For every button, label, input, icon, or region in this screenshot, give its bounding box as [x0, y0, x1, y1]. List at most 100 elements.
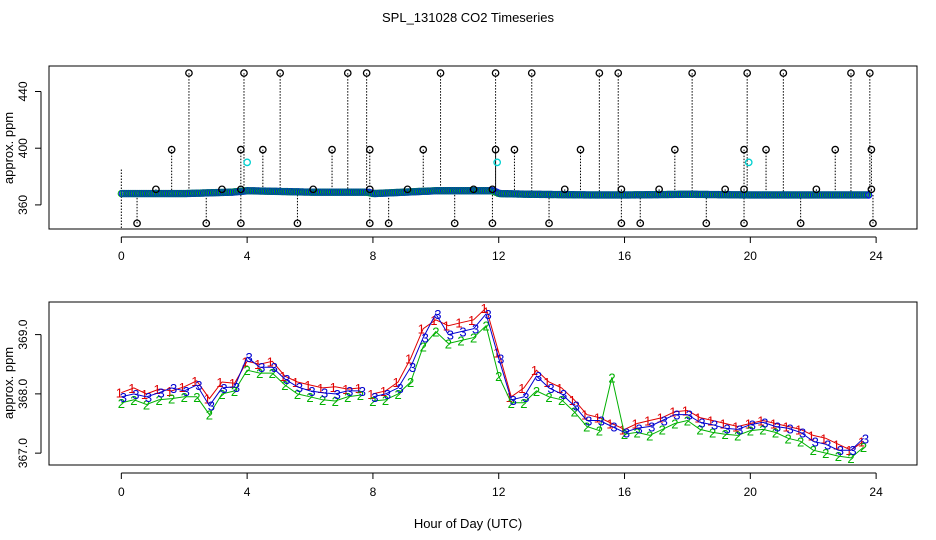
- series-3-marker: 3: [522, 390, 529, 405]
- series-3-marker: 3: [346, 384, 353, 399]
- top-cyan-point: [493, 158, 502, 167]
- series-3-marker: 3: [623, 425, 630, 440]
- series-1-marker: 1: [594, 411, 601, 426]
- top-outlier-point: [240, 69, 248, 77]
- series-3-marker: 3: [258, 360, 265, 375]
- top-x-axis: 0 4 8 12 16 20 24: [118, 236, 883, 263]
- series-3-marker: 3: [371, 390, 378, 405]
- top-outlier-point: [491, 69, 500, 77]
- series-2-marker: 2: [306, 390, 313, 405]
- top-y-tick-label: 440: [16, 81, 30, 101]
- series-3-marker: 3: [786, 421, 793, 436]
- series-2-marker: 2: [583, 419, 590, 434]
- series-1-marker: 1: [405, 351, 412, 366]
- top-gridless-plot-area: [117, 69, 877, 229]
- series-3-marker: 3: [837, 443, 844, 458]
- series-3-marker: 3: [598, 414, 605, 429]
- series-3-marker: 3: [434, 307, 441, 322]
- series-2-marker: 2: [168, 392, 175, 407]
- series-1-marker: 1: [720, 417, 727, 432]
- series-2-marker: 2: [772, 425, 779, 440]
- series-2-marker: 2: [847, 451, 854, 466]
- series-2-marker: 2: [709, 425, 716, 440]
- bottom-x-tick-label: 20: [744, 485, 758, 499]
- top-cyan-point: [243, 158, 251, 167]
- series-1-marker: 1: [795, 422, 802, 437]
- series-2-marker: 2: [520, 396, 527, 411]
- top-outlier-point: [365, 185, 374, 194]
- top-outlier-point: [436, 69, 445, 77]
- series-3-marker: 3: [132, 387, 139, 402]
- series-3-marker: 3: [774, 419, 781, 434]
- series-1-marker: 1: [556, 381, 563, 396]
- top-outlier-point: [702, 219, 711, 228]
- top-plot-frame: [48, 65, 918, 230]
- series-2-marker: 2: [193, 390, 200, 405]
- series-3-marker: 3: [246, 350, 253, 365]
- top-x-tick-label: 0: [118, 249, 125, 263]
- series-3-marker: 3: [233, 380, 240, 395]
- series-2-marker: 2: [659, 422, 666, 437]
- bottom-y-axis: 367.0 368.0 369.0: [16, 319, 42, 468]
- series-1-marker: 1: [179, 380, 186, 395]
- series-2-marker: 2: [571, 405, 578, 420]
- top-outlier-point: [721, 185, 730, 194]
- series-3-marker: 3: [384, 387, 391, 402]
- top-outlier-point: [688, 69, 696, 77]
- series-2-marker: 2: [206, 408, 213, 423]
- top-outlier-point: [527, 69, 536, 77]
- top-outlier-point: [869, 219, 877, 228]
- top-outlier-point: [670, 145, 679, 154]
- series-1-marker: 1: [531, 363, 538, 378]
- series-3-marker: 3: [359, 384, 366, 399]
- series-2-marker: 2: [432, 325, 439, 340]
- top-outlier-point: [469, 185, 478, 194]
- series-2-marker: 2: [256, 366, 263, 381]
- series-1-marker: 1: [229, 376, 236, 391]
- series-3-marker: 3: [862, 431, 869, 446]
- series-1-marker: 1: [694, 411, 701, 426]
- series-3-marker: 3: [510, 393, 517, 408]
- top-x-tick-label: 8: [370, 249, 377, 263]
- series-3-marker: 3: [560, 387, 567, 402]
- top-outlier-point: [595, 69, 604, 77]
- series-3-marker: 3: [535, 369, 542, 384]
- series-2-line: [372, 324, 864, 459]
- series-3-marker: 3: [661, 414, 668, 429]
- series-3-marker: 3: [485, 307, 492, 322]
- series-3-marker: 3: [812, 434, 819, 449]
- top-outlier-point: [614, 69, 623, 77]
- series-2-marker: 2: [671, 417, 678, 432]
- top-outlier-point: [491, 145, 500, 154]
- series-3-marker: 3: [195, 378, 202, 393]
- series-1-marker: 1: [770, 417, 777, 432]
- series-2-marker: 2: [269, 366, 276, 381]
- series-3-marker: 3: [120, 390, 127, 405]
- series-1-marker: 1: [355, 381, 362, 396]
- series-1-marker: 1: [443, 319, 450, 334]
- series-1-marker: 1: [342, 382, 349, 397]
- series-2-marker: 2: [621, 427, 628, 442]
- series-3-marker: 3: [824, 437, 831, 452]
- top-outlier-point: [152, 185, 160, 194]
- series-2-marker: 2: [797, 434, 804, 449]
- series-1-marker: 1: [330, 380, 337, 395]
- series-1-marker: 1: [116, 386, 123, 401]
- series-3-marker: 3: [711, 418, 718, 433]
- series-2-marker: 2: [558, 393, 565, 408]
- series-2-marker: 2: [332, 394, 339, 409]
- top-outlier-point: [865, 69, 874, 77]
- series-2-marker: 2: [533, 384, 540, 399]
- bottom-x-tick-label: 4: [244, 485, 251, 499]
- series-2-marker: 2: [810, 443, 817, 458]
- series-1-marker: 1: [430, 313, 437, 328]
- series-2-marker: 2: [722, 427, 729, 442]
- top-outlier-point: [488, 219, 497, 228]
- bottom-x-tick-label: 24: [869, 485, 883, 499]
- series-1-marker: 1: [619, 422, 626, 437]
- top-x-tick-label: 12: [492, 249, 506, 263]
- top-outlier-point: [743, 69, 752, 77]
- series-2-marker: 2: [483, 319, 490, 334]
- series-1-marker: 1: [644, 414, 651, 429]
